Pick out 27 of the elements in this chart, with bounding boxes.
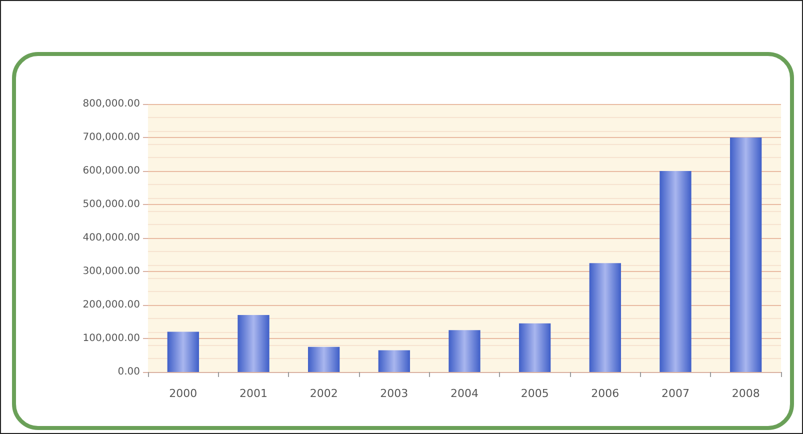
y-tick-label: 400,000.00 [82, 232, 140, 244]
bar [589, 263, 621, 372]
y-tick-label: 0.00 [118, 366, 140, 378]
x-tick-label: 2005 [520, 387, 549, 400]
bar [448, 330, 480, 372]
y-tick-label: 100,000.00 [82, 333, 140, 344]
y-tick-label: 200,000.00 [82, 300, 140, 310]
bar [167, 332, 199, 372]
x-tick-label: 2001 [240, 387, 268, 400]
y-tick-label: 700,000.00 [82, 132, 140, 143]
y-tick-label: 300,000.00 [82, 266, 140, 277]
bar [308, 346, 340, 372]
bar [730, 138, 762, 372]
x-tick-label: 2008 [732, 387, 760, 400]
x-tick-label: 2004 [450, 387, 478, 400]
bar [660, 171, 692, 372]
x-tick-label: 2003 [380, 387, 408, 400]
bar [378, 350, 410, 372]
bar [519, 323, 551, 372]
x-tick-label: 2007 [662, 387, 690, 400]
x-tick-label: 2002 [310, 387, 338, 400]
bar [238, 315, 270, 372]
y-tick-label: 600,000.00 [82, 166, 140, 176]
y-tick-label: 800,000.00 [82, 98, 140, 110]
y-tick-label: 500,000.00 [82, 199, 140, 210]
x-tick-label: 2000 [169, 387, 198, 400]
x-tick-label: 2006 [591, 387, 620, 400]
